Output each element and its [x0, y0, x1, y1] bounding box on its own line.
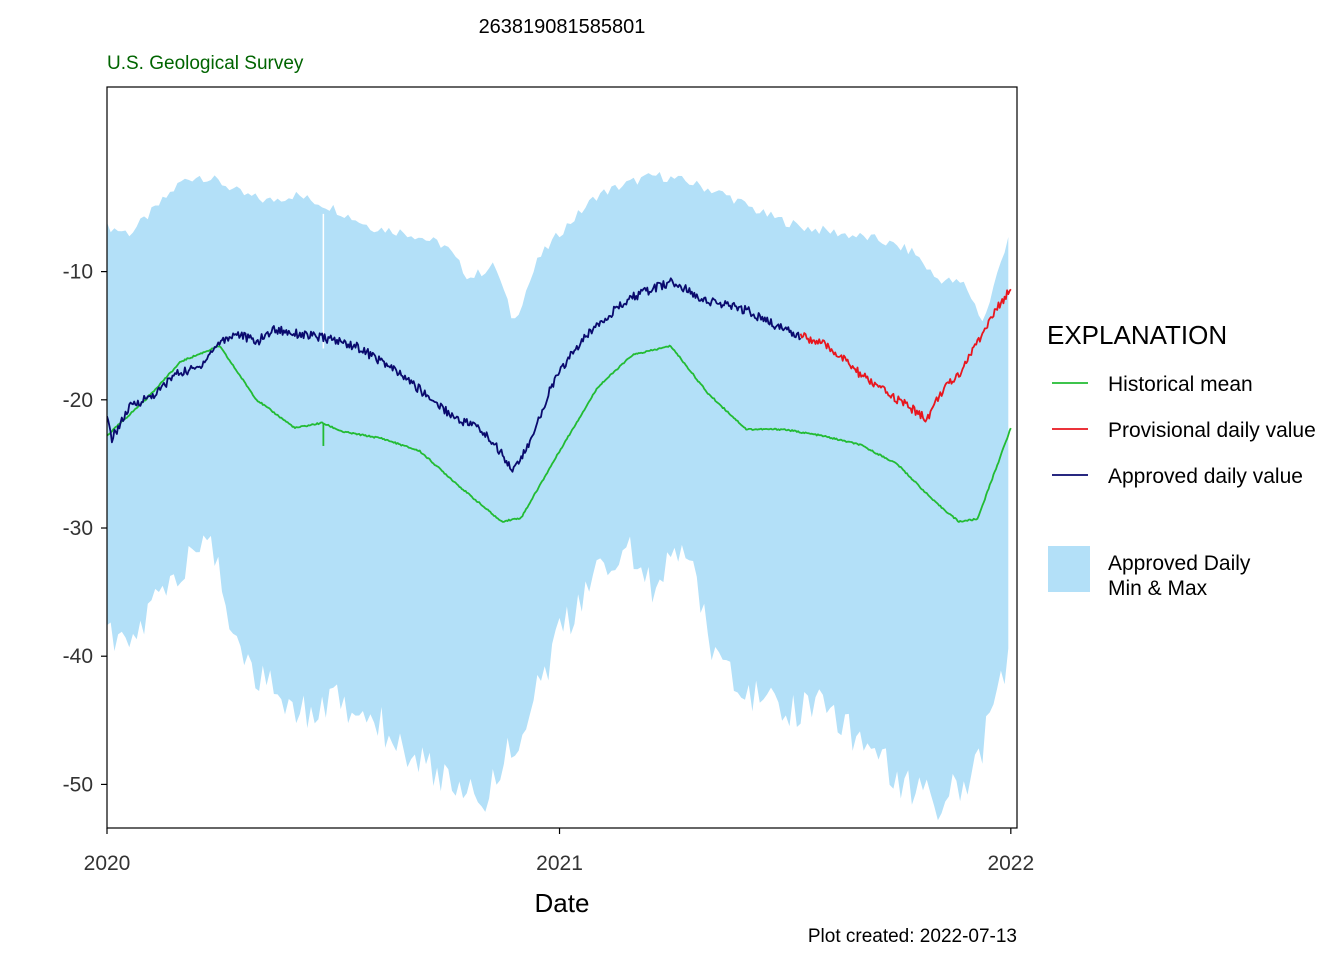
y-tick-label: -40 — [63, 645, 93, 668]
plot-frame — [106, 86, 1018, 829]
chart-title: 263819081585801 — [479, 16, 646, 38]
legend-label: Min & Max — [1108, 577, 1208, 600]
legend-label: Historical mean — [1108, 373, 1253, 396]
min-max-band — [107, 172, 1009, 821]
y-tick-label: -10 — [63, 261, 93, 284]
legend-swatch — [1048, 546, 1090, 592]
legend-label: Approved daily value — [1108, 465, 1303, 488]
plot-created-caption: Plot created: 2022-07-13 — [808, 926, 1017, 947]
axes: -10 -20 -30 -40 -50 2020 2021 2022 — [63, 261, 1035, 875]
approved-daily-value-line — [107, 277, 802, 473]
legend-title: EXPLANATION — [1047, 320, 1227, 350]
historical-mean-line — [107, 344, 1012, 523]
y-tick-label: -20 — [63, 389, 93, 412]
x-axis-title: Date — [535, 888, 590, 918]
x-tick-label: 2021 — [536, 852, 583, 875]
agency-label: U.S. Geological Survey — [107, 53, 304, 74]
provisional-daily-value-line — [799, 288, 1012, 423]
legend: EXPLANATION Historical mean Provisional d… — [1047, 320, 1316, 600]
y-tick-label: -30 — [63, 517, 93, 540]
legend-label: Provisional daily value — [1108, 419, 1316, 442]
plot-area — [107, 172, 1012, 821]
y-tick-label: -50 — [63, 773, 93, 796]
x-tick-label: 2022 — [987, 852, 1034, 875]
legend-label: Approved Daily — [1108, 552, 1251, 575]
x-tick-label: 2020 — [84, 852, 131, 875]
